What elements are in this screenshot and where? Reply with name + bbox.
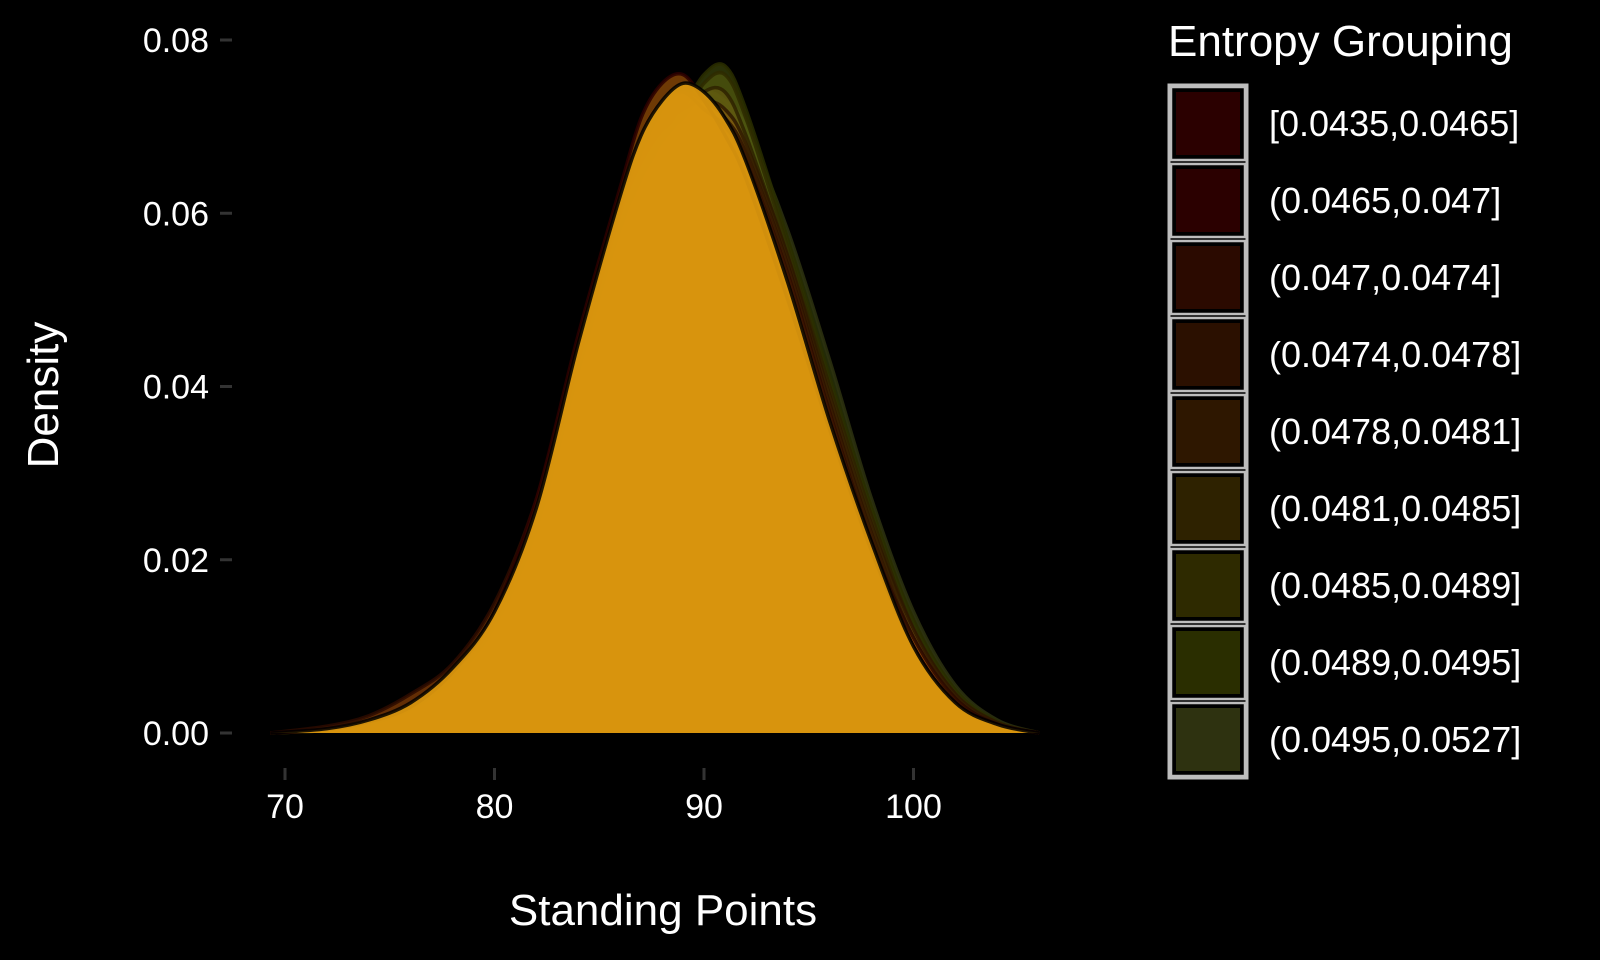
x-tick-label: 70 bbox=[266, 788, 304, 826]
legend-label: (0.0465,0.047] bbox=[1269, 180, 1501, 221]
legend-swatch bbox=[1176, 246, 1240, 309]
y-tick-label: 0.06 bbox=[143, 195, 209, 233]
legend-swatch bbox=[1176, 708, 1240, 771]
legend-swatch bbox=[1176, 169, 1240, 232]
legend-swatch bbox=[1176, 631, 1240, 694]
legend-label: (0.0478,0.0481] bbox=[1269, 411, 1521, 452]
y-axis-title: Density bbox=[19, 322, 68, 469]
legend-label: (0.0474,0.0478] bbox=[1269, 334, 1521, 375]
legend-item: (0.0478,0.0481] bbox=[1169, 393, 1521, 470]
legend-item: (0.0474,0.0478] bbox=[1169, 316, 1521, 393]
legend-item: (0.047,0.0474] bbox=[1169, 239, 1501, 316]
legend-label: (0.0489,0.0495] bbox=[1269, 642, 1521, 683]
x-tick-label: 100 bbox=[885, 788, 942, 826]
y-axis: 0.00 0.02 0.04 0.06 0.08 bbox=[143, 22, 232, 753]
legend-label: [0.0435,0.0465] bbox=[1269, 103, 1519, 144]
legend-label: (0.0495,0.0527] bbox=[1269, 719, 1521, 760]
legend-item: (0.0489,0.0495] bbox=[1169, 624, 1521, 701]
density-series-group bbox=[270, 62, 1040, 735]
legend-swatch bbox=[1176, 477, 1240, 540]
legend-title: Entropy Grouping bbox=[1168, 17, 1513, 66]
legend-label: (0.0481,0.0485] bbox=[1269, 488, 1521, 529]
legend-swatch bbox=[1176, 323, 1240, 386]
x-tick-label: 80 bbox=[476, 788, 514, 826]
legend-swatch bbox=[1176, 554, 1240, 617]
legend-label: (0.0485,0.0489] bbox=[1269, 565, 1521, 606]
legend-item: [0.0435,0.0465] bbox=[1169, 85, 1519, 162]
y-tick-label: 0.08 bbox=[143, 22, 209, 60]
x-axis: 70 80 90 100 bbox=[266, 768, 942, 826]
legend: [0.0435,0.0465] (0.0465,0.047] (0.047,0.04… bbox=[1167, 83, 1521, 780]
legend-swatch bbox=[1176, 92, 1240, 155]
legend-swatch bbox=[1176, 400, 1240, 463]
legend-key-border bbox=[1167, 83, 1249, 780]
density-series-1 bbox=[270, 81, 1040, 735]
legend-item: (0.0465,0.047] bbox=[1169, 162, 1501, 239]
legend-label: (0.047,0.0474] bbox=[1269, 257, 1501, 298]
y-tick-label: 0.02 bbox=[143, 542, 209, 580]
x-axis-title: Standing Points bbox=[509, 886, 817, 935]
density-line bbox=[270, 81, 1040, 735]
x-tick-label: 90 bbox=[685, 788, 723, 826]
y-tick-label: 0.04 bbox=[143, 369, 209, 407]
y-tick-label: 0.00 bbox=[143, 715, 209, 753]
legend-item: (0.0485,0.0489] bbox=[1169, 547, 1521, 624]
legend-item: (0.0495,0.0527] bbox=[1169, 701, 1521, 778]
legend-item: (0.0481,0.0485] bbox=[1169, 470, 1521, 547]
density-area bbox=[270, 83, 1040, 733]
